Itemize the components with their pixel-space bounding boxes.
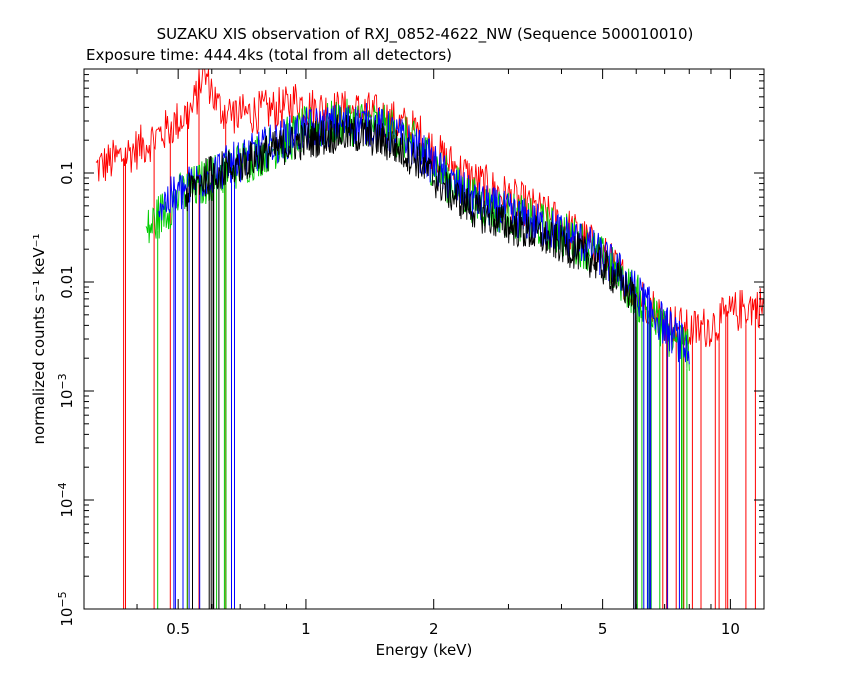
series-3-error-drops [173, 153, 680, 609]
y-tick-label: 10−3 [56, 373, 76, 408]
x-tick-label: 5 [598, 620, 608, 638]
axis-ticks: 0.5 1 2 5 10 0.1 0.01 10−3 10−4 10−5 [56, 68, 764, 638]
series-2-error-drops [157, 152, 688, 609]
x-tick-label: 1 [301, 620, 311, 638]
x-axis-label: Energy (keV) [376, 641, 473, 659]
data-series [95, 68, 765, 609]
y-tick-label: 0.1 [58, 161, 76, 185]
y-tick-label: 0.01 [58, 265, 76, 298]
series-2-line [145, 98, 690, 371]
y-tick-label: 10−4 [56, 482, 76, 517]
chart-subtitle: Exposure time: 444.4ks (total from all d… [86, 46, 452, 64]
series-1-line [95, 68, 765, 348]
chart-title: SUZAKU XIS observation of RXJ_0852-4622_… [157, 25, 694, 44]
series-4-error-drops [192, 156, 637, 609]
x-tick-label: 0.5 [166, 620, 190, 638]
x-tick-label: 10 [721, 620, 740, 638]
series-4-line [184, 114, 637, 320]
x-tick-label: 2 [429, 620, 439, 638]
series-3-line [158, 102, 690, 365]
y-tick-label: 10−5 [56, 591, 76, 626]
y-axis-label: normalized counts s⁻¹ keV⁻¹ [30, 233, 48, 444]
